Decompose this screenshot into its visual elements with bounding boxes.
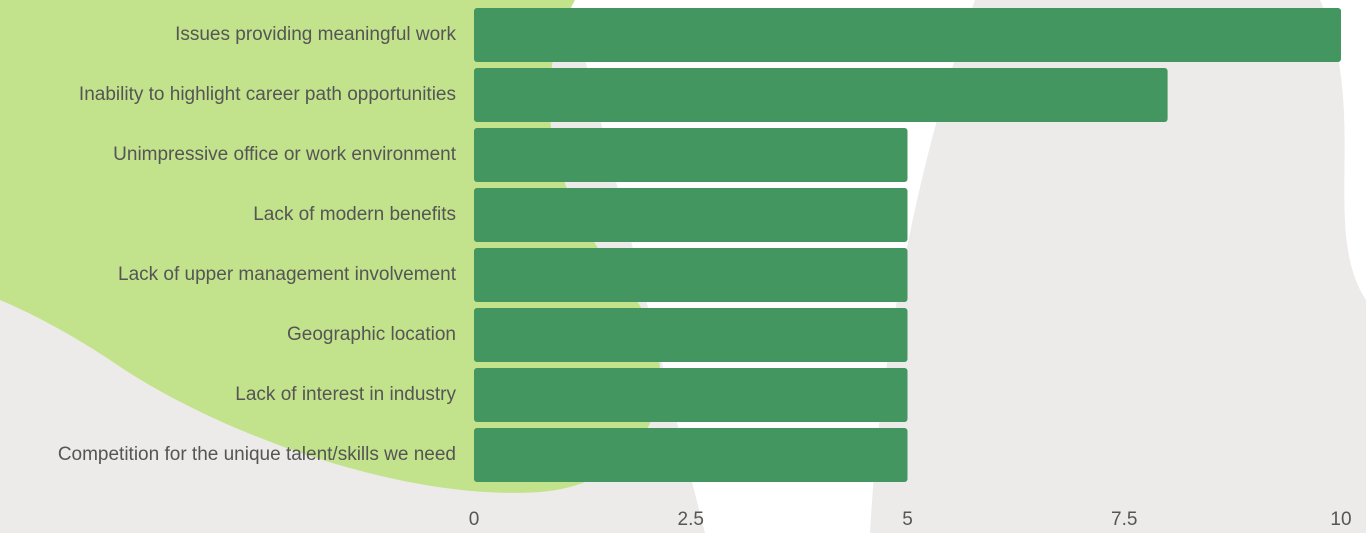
x-tick-label: 0 [469, 509, 480, 530]
bar [474, 188, 908, 242]
bar [474, 248, 908, 302]
y-tick-label: Lack of interest in industry [235, 384, 456, 405]
bar [474, 368, 908, 422]
y-tick-label: Geographic location [287, 324, 456, 345]
bar [474, 68, 1168, 122]
y-tick-label: Unimpressive office or work environment [113, 144, 457, 165]
bar [474, 308, 908, 362]
y-tick-label: Lack of upper management involvement [118, 264, 457, 285]
bar [474, 8, 1341, 62]
y-tick-label: Lack of modern benefits [253, 204, 456, 225]
y-tick-label: Inability to highlight career path oppor… [79, 84, 456, 105]
x-tick-label: 2.5 [678, 509, 704, 530]
background-shape [1320, 0, 1366, 300]
bar [474, 128, 908, 182]
x-tick-label: 7.5 [1111, 509, 1137, 530]
x-tick-label: 5 [902, 509, 913, 530]
x-tick-label: 10 [1330, 509, 1351, 530]
y-tick-label: Competition for the unique talent/skills… [58, 444, 456, 465]
bar [474, 428, 908, 482]
y-tick-label: Issues providing meaningful work [175, 24, 456, 45]
